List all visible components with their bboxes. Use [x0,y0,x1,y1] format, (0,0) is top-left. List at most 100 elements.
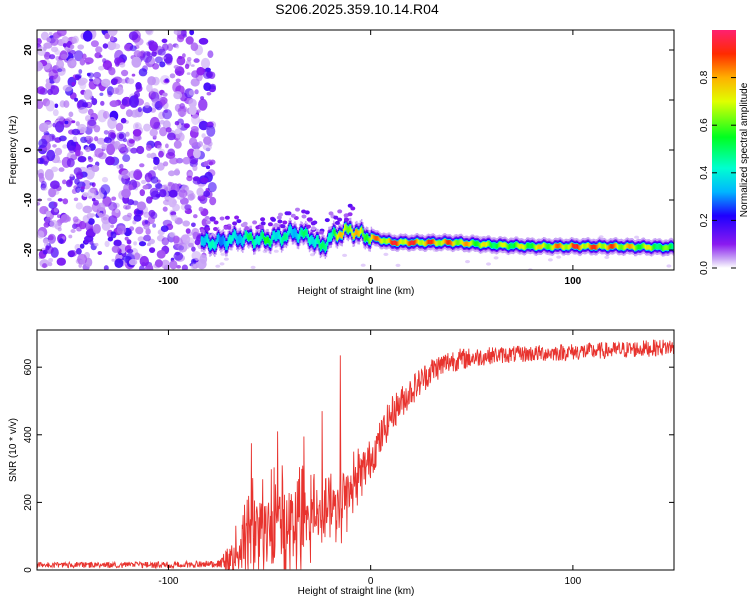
noise-blob [151,50,157,57]
colorbar-tick-label: 0.2 [699,213,710,227]
ridge-cell [212,241,215,248]
noise-blob [91,98,98,106]
ridge-halo [213,227,218,231]
noise-blob [153,121,161,130]
ridge-cell [604,244,607,249]
ridge-cell [511,243,513,249]
ridge-halo [282,220,288,225]
ridge-cell [581,243,584,249]
ridge-cell [547,244,550,249]
ridge-cell [279,235,282,242]
snr-panel: -100 0 100 0 200 400 600 Height of straight li… [8,329,675,597]
ridge-cell [509,244,511,249]
noise-blob [177,132,185,142]
ridge-cell [337,232,340,239]
noise-blob [556,255,562,259]
ridge-halo [318,230,324,235]
ridge-cell [397,241,399,246]
colorbar-axis: 0.0 0.2 0.4 0.6 0.8 [699,70,736,275]
noise-blob [126,248,134,254]
noise-blob [57,115,65,122]
noise-blob [111,87,120,95]
noise-blob [119,62,126,68]
noise-blob [113,43,121,50]
noise-blob [126,239,132,245]
ridge-cell [587,243,590,248]
ridge-cell [460,239,462,245]
noise-blob [105,156,115,166]
noise-blob [66,216,71,222]
ridge-cell [273,231,275,239]
ridge-cell [502,242,505,248]
ridge-cell [362,229,364,237]
ridge-cell [479,243,482,249]
noise-blob [199,254,208,264]
noise-blob [76,248,82,255]
noise-blob [146,84,153,93]
ridge-cell [453,241,455,246]
noise-blob [68,111,74,118]
ridge-halo [301,209,307,214]
ridge-cell [516,242,518,247]
ridge-halo [337,217,343,222]
ridge-cell [401,239,403,245]
ridge-cell [392,240,394,246]
ridge-cell [350,225,352,232]
ridge-cell [316,236,318,243]
ridge-cell [436,241,438,246]
noise-blob [46,37,51,43]
ridge-cell [231,236,233,243]
noise-blob [139,189,145,197]
ridge-cell [530,243,533,249]
noise-blob [83,89,93,100]
noise-blob [101,78,111,87]
noise-blob [45,210,51,218]
ridge-cell [277,231,279,238]
ridge-cell [370,234,373,241]
ridge-cell [672,245,674,250]
noise-blob [203,71,212,79]
noise-blob [91,164,100,173]
noise-blob [94,242,99,247]
ridge-cell [515,242,517,247]
noise-blob [106,143,116,156]
colorbar: 0.0 0.2 0.4 0.6 0.8 Normalized spectral ampl… [699,30,750,275]
spectrogram-xtick-label: 100 [565,276,582,287]
ridge-cell [500,242,502,247]
noise-blob [190,125,199,132]
ridge-halo [290,213,296,218]
noise-blob [250,265,256,269]
noise-blob [104,240,110,248]
ridge-cell [620,244,622,250]
noise-blob [203,82,212,91]
noise-blob [182,53,186,58]
ridge-cell [208,240,210,247]
noise-blob [142,105,153,114]
ridge-cell [330,233,332,240]
ridge-cell [272,232,274,239]
ridge-cell [635,245,637,251]
noise-blob [181,264,188,270]
ridge-cell [644,244,647,250]
ridge-cell [444,238,447,244]
noise-blob [173,30,178,35]
noise-blob [79,58,86,66]
ridge-cell [625,243,627,249]
ridge-cell [657,244,659,250]
ridge-cell [317,236,319,243]
ridge-cell [629,244,631,249]
noise-blob [146,264,154,270]
noise-blob [188,242,194,248]
ridge-cell [535,245,538,251]
ridge-cell [416,238,419,244]
noise-blob [167,132,176,141]
ridge-cell [612,244,614,249]
noise-blob [54,103,59,109]
ridge-cell [461,240,464,246]
ridge-cell [284,233,286,240]
noise-blob [71,128,81,136]
noise-blob [98,65,105,71]
ridge-cell [320,243,323,250]
noise-blob [90,40,99,48]
noise-blob [174,121,180,126]
